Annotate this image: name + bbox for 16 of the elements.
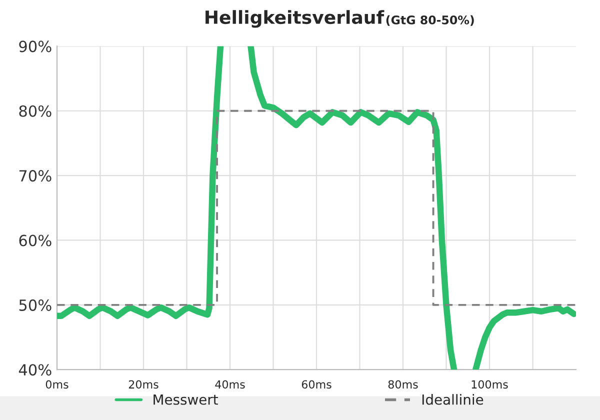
y-tick-label: 90%	[19, 40, 52, 52]
x-tick-label: 60ms	[302, 380, 332, 389]
chart-subtitle: (GtG 80-50%)	[386, 15, 474, 26]
y-tick-label: 40%	[18, 364, 52, 376]
legend-label: Messwert	[154, 394, 218, 405]
y-tick-label: 80%	[19, 105, 52, 117]
x-tick-label: 80ms	[388, 380, 418, 389]
x-tick-label: 100ms	[472, 380, 508, 389]
chart-title: Helligkeitsverlauf	[206, 10, 384, 28]
x-tick-label: 20ms	[128, 380, 158, 389]
x-tick-label: 40ms	[215, 380, 245, 389]
y-tick-label: 50%	[19, 299, 52, 311]
legend-label: Ideallinie	[422, 394, 484, 405]
y-tick-label: 60%	[19, 234, 52, 246]
x-tick-label: 0ms	[46, 380, 68, 389]
y-tick-label: 70%	[19, 170, 52, 182]
